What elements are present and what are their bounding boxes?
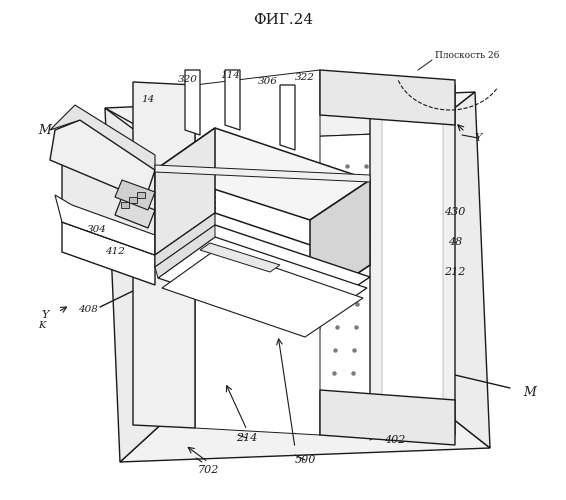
Polygon shape bbox=[158, 237, 367, 328]
Text: 430: 430 bbox=[444, 207, 466, 217]
Polygon shape bbox=[155, 128, 215, 255]
Polygon shape bbox=[155, 213, 215, 267]
Polygon shape bbox=[225, 70, 240, 130]
Polygon shape bbox=[155, 225, 370, 317]
Polygon shape bbox=[310, 180, 370, 305]
Text: 408: 408 bbox=[78, 306, 98, 314]
Text: 214: 214 bbox=[237, 433, 258, 443]
Text: 212: 212 bbox=[444, 267, 466, 277]
Polygon shape bbox=[62, 135, 155, 255]
Text: 114: 114 bbox=[220, 70, 240, 80]
Polygon shape bbox=[105, 92, 475, 143]
Text: Y: Y bbox=[41, 310, 49, 320]
Polygon shape bbox=[137, 192, 145, 198]
Polygon shape bbox=[120, 407, 490, 462]
Text: 48: 48 bbox=[448, 237, 462, 247]
Text: 402: 402 bbox=[384, 435, 406, 445]
Polygon shape bbox=[370, 78, 455, 435]
Text: Плоскость 26: Плоскость 26 bbox=[435, 50, 499, 59]
Polygon shape bbox=[55, 195, 155, 255]
Polygon shape bbox=[50, 120, 155, 200]
Text: K: K bbox=[38, 320, 46, 330]
Text: 412: 412 bbox=[105, 248, 125, 256]
Text: 14: 14 bbox=[142, 96, 155, 104]
Polygon shape bbox=[129, 197, 137, 203]
Polygon shape bbox=[133, 82, 195, 428]
Text: 322: 322 bbox=[295, 74, 315, 82]
Polygon shape bbox=[162, 248, 363, 337]
Polygon shape bbox=[62, 222, 155, 285]
Text: Y: Y bbox=[474, 133, 482, 143]
Text: M: M bbox=[524, 386, 537, 398]
Polygon shape bbox=[50, 105, 155, 170]
Polygon shape bbox=[155, 128, 370, 220]
Polygon shape bbox=[155, 225, 215, 278]
Polygon shape bbox=[200, 243, 280, 272]
Polygon shape bbox=[155, 213, 370, 305]
Polygon shape bbox=[382, 90, 443, 420]
Text: 320: 320 bbox=[178, 76, 198, 84]
Polygon shape bbox=[105, 108, 168, 462]
Polygon shape bbox=[185, 70, 200, 135]
Polygon shape bbox=[115, 197, 155, 228]
Text: 702: 702 bbox=[198, 465, 218, 475]
Polygon shape bbox=[320, 390, 455, 445]
Polygon shape bbox=[152, 132, 438, 418]
Text: ФИГ.24: ФИГ.24 bbox=[253, 13, 313, 27]
Polygon shape bbox=[320, 70, 455, 125]
Polygon shape bbox=[195, 70, 320, 435]
Polygon shape bbox=[115, 180, 155, 210]
Polygon shape bbox=[424, 92, 490, 448]
Text: 306: 306 bbox=[258, 78, 278, 86]
Text: M: M bbox=[38, 124, 52, 136]
Polygon shape bbox=[280, 85, 295, 150]
Text: 500: 500 bbox=[294, 455, 316, 465]
Polygon shape bbox=[155, 165, 370, 182]
Text: 304: 304 bbox=[87, 226, 107, 234]
Polygon shape bbox=[121, 202, 129, 208]
